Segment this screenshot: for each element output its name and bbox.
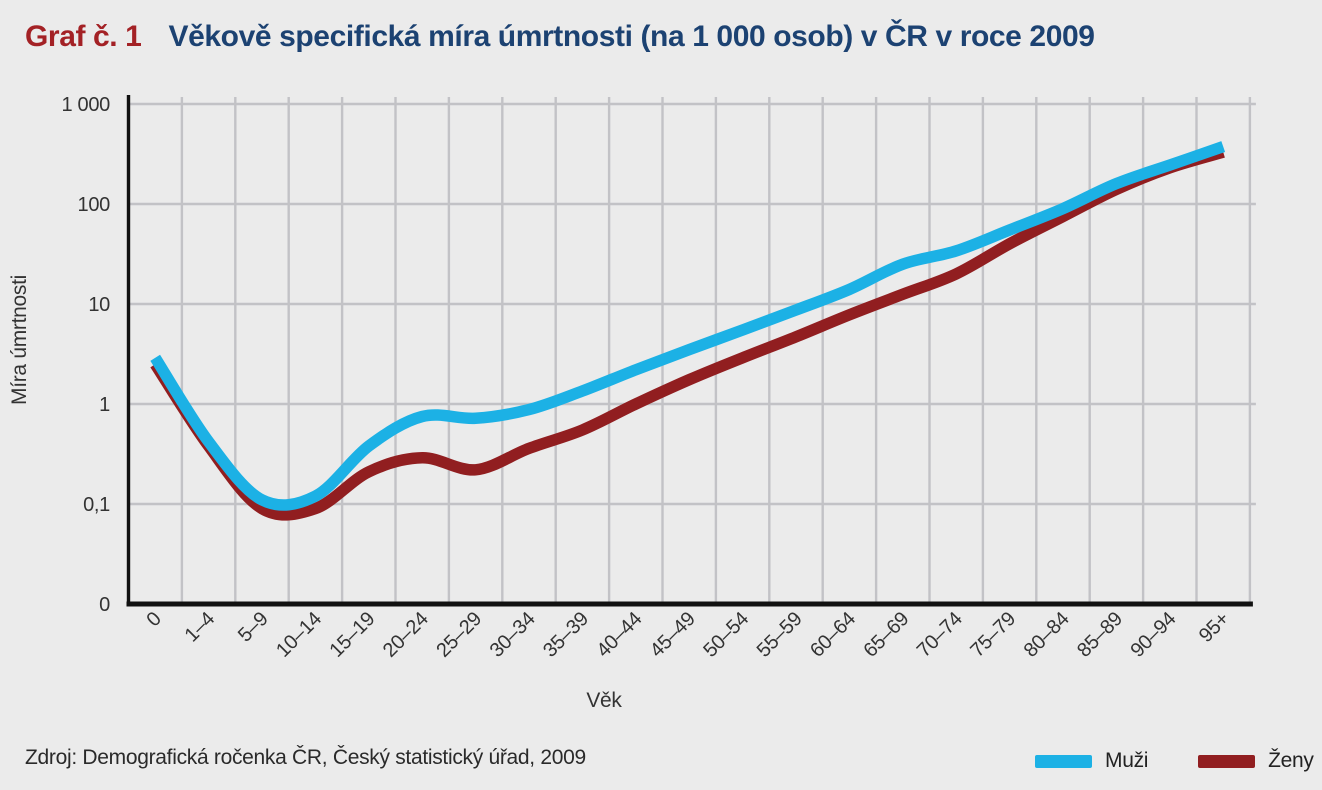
legend-swatch-muzi bbox=[1035, 754, 1092, 768]
y-tick-label: 0,1 bbox=[83, 494, 110, 516]
x-tick-label: 0 bbox=[143, 608, 166, 631]
x-tick-label: 30–34 bbox=[486, 608, 540, 662]
x-tick-label: 20–24 bbox=[379, 608, 433, 662]
x-tick-label: 1–4 bbox=[181, 608, 220, 647]
x-tick-label: 50–54 bbox=[699, 608, 753, 662]
legend-item-muzi: Muži bbox=[1035, 749, 1148, 773]
x-tick-label: 95+ bbox=[1195, 608, 1234, 647]
axes bbox=[126, 95, 1253, 607]
x-tick-label: 70–74 bbox=[913, 608, 967, 662]
chart-header: Graf č. 1 Věkově specifická míra úmrtnos… bbox=[25, 20, 1095, 54]
x-tick-label: 5–9 bbox=[234, 608, 273, 647]
x-tick-label: 65–69 bbox=[860, 608, 914, 662]
x-tick-label: 40–44 bbox=[593, 608, 647, 662]
y-axis-title: Míra úmrtnosti bbox=[8, 275, 31, 405]
x-tick-label: 90–94 bbox=[1127, 608, 1181, 662]
source-note: Zdroj: Demografická ročenka ČR, Český st… bbox=[25, 746, 586, 769]
chart-title: Věkově specifická míra úmrtnosti (na 1 0… bbox=[168, 20, 1095, 53]
y-tick-label: 10 bbox=[88, 294, 110, 316]
x-tick-label: 15–19 bbox=[326, 608, 380, 662]
y-tick-label: 1 bbox=[99, 394, 110, 416]
x-axis-title: Věk bbox=[586, 689, 622, 712]
y-tick-labels: 1 000 100 10 1 0,1 0 bbox=[61, 94, 110, 616]
y-tick-label: 100 bbox=[78, 194, 111, 216]
chart-legend: Muži Ženy bbox=[1035, 748, 1314, 774]
x-tick-label: 55–59 bbox=[753, 608, 807, 662]
x-tick-labels: 0 1–4 5–9 10–14 15–19 20–24 25–29 30–34 35–39 40–… bbox=[143, 608, 1234, 662]
series-lines bbox=[150, 141, 1226, 521]
y-tick-label: 0 bbox=[99, 594, 110, 616]
y-tick-label: 1 000 bbox=[61, 94, 110, 116]
legend-label-zeny: Ženy bbox=[1268, 749, 1314, 772]
chart-number-label: Graf č. 1 bbox=[25, 20, 142, 53]
x-tick-label: 60–64 bbox=[806, 608, 860, 662]
series-line-zeny bbox=[150, 146, 1225, 521]
legend-item-zeny: Ženy bbox=[1198, 749, 1314, 773]
x-tick-label: 35–39 bbox=[539, 608, 593, 662]
legend-label-muzi: Muži bbox=[1105, 749, 1149, 772]
x-tick-label: 75–79 bbox=[966, 608, 1020, 662]
series-line-muzi bbox=[150, 141, 1226, 511]
x-tick-label: 80–84 bbox=[1020, 608, 1074, 662]
x-tick-label: 45–49 bbox=[646, 608, 700, 662]
x-tick-label: 85–89 bbox=[1073, 608, 1127, 662]
x-tick-label: 10–14 bbox=[272, 608, 326, 662]
gridlines bbox=[127, 97, 1256, 604]
x-tick-label: 25–29 bbox=[432, 608, 486, 662]
legend-swatch-zeny bbox=[1198, 754, 1256, 768]
